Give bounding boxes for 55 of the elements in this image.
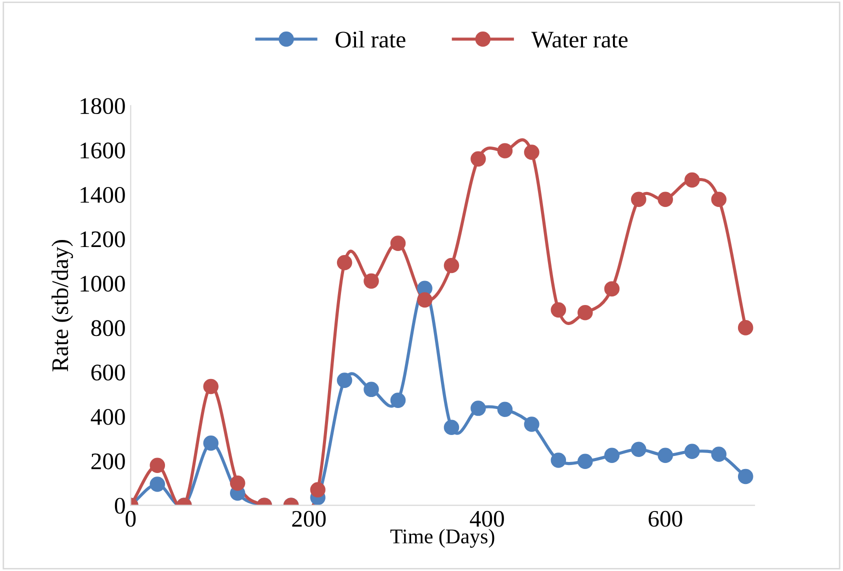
point xyxy=(684,172,700,188)
y-tick-label: 0 xyxy=(114,498,125,514)
point xyxy=(524,416,540,432)
point xyxy=(470,400,486,416)
point xyxy=(578,454,593,470)
point xyxy=(711,192,726,207)
point xyxy=(604,448,620,464)
point xyxy=(390,236,406,251)
point xyxy=(470,151,486,167)
point xyxy=(497,143,513,158)
y-tick-label: 1400 xyxy=(80,186,125,203)
x-tick-label: 0 xyxy=(126,510,136,527)
point xyxy=(550,452,566,468)
y-tick-label: 800 xyxy=(91,320,125,336)
y-tick-label: 200 xyxy=(91,453,125,470)
point xyxy=(524,144,540,160)
point xyxy=(444,258,460,274)
point xyxy=(150,458,166,474)
x-tick-label: 600 xyxy=(648,510,682,527)
y-tick-label: 400 xyxy=(90,409,125,425)
point xyxy=(658,192,674,207)
y-tick-label: 1600 xyxy=(80,142,125,158)
point xyxy=(738,468,754,484)
point xyxy=(364,273,379,289)
y-tick-label: 1200 xyxy=(80,231,125,248)
point xyxy=(497,402,513,418)
point xyxy=(630,442,646,458)
point xyxy=(390,392,406,408)
point xyxy=(578,304,593,320)
point xyxy=(364,382,379,398)
point xyxy=(150,476,166,492)
legend-label: Oil rate xyxy=(336,30,406,48)
point xyxy=(310,482,326,498)
x-axis-title: Time (Days) xyxy=(390,528,494,548)
point xyxy=(711,446,726,462)
x-tick-label: 200 xyxy=(292,510,326,527)
y-tick-label: 1800 xyxy=(80,98,125,114)
point xyxy=(444,420,460,436)
point xyxy=(203,436,219,451)
point xyxy=(336,372,352,388)
point xyxy=(550,302,566,318)
point xyxy=(336,254,352,270)
x-tick-label: 400 xyxy=(470,510,504,527)
legend-label: Water rate xyxy=(531,32,628,48)
point xyxy=(230,475,246,491)
point xyxy=(658,448,674,464)
y-tick-label: 1000 xyxy=(80,276,125,292)
point xyxy=(203,378,219,394)
point xyxy=(604,281,620,296)
y-tick-label: 600 xyxy=(91,364,125,381)
point xyxy=(684,444,700,460)
point xyxy=(417,292,432,308)
point xyxy=(738,320,754,336)
point xyxy=(630,192,646,207)
y-axis-title: Rate (stb/day) xyxy=(52,240,74,372)
